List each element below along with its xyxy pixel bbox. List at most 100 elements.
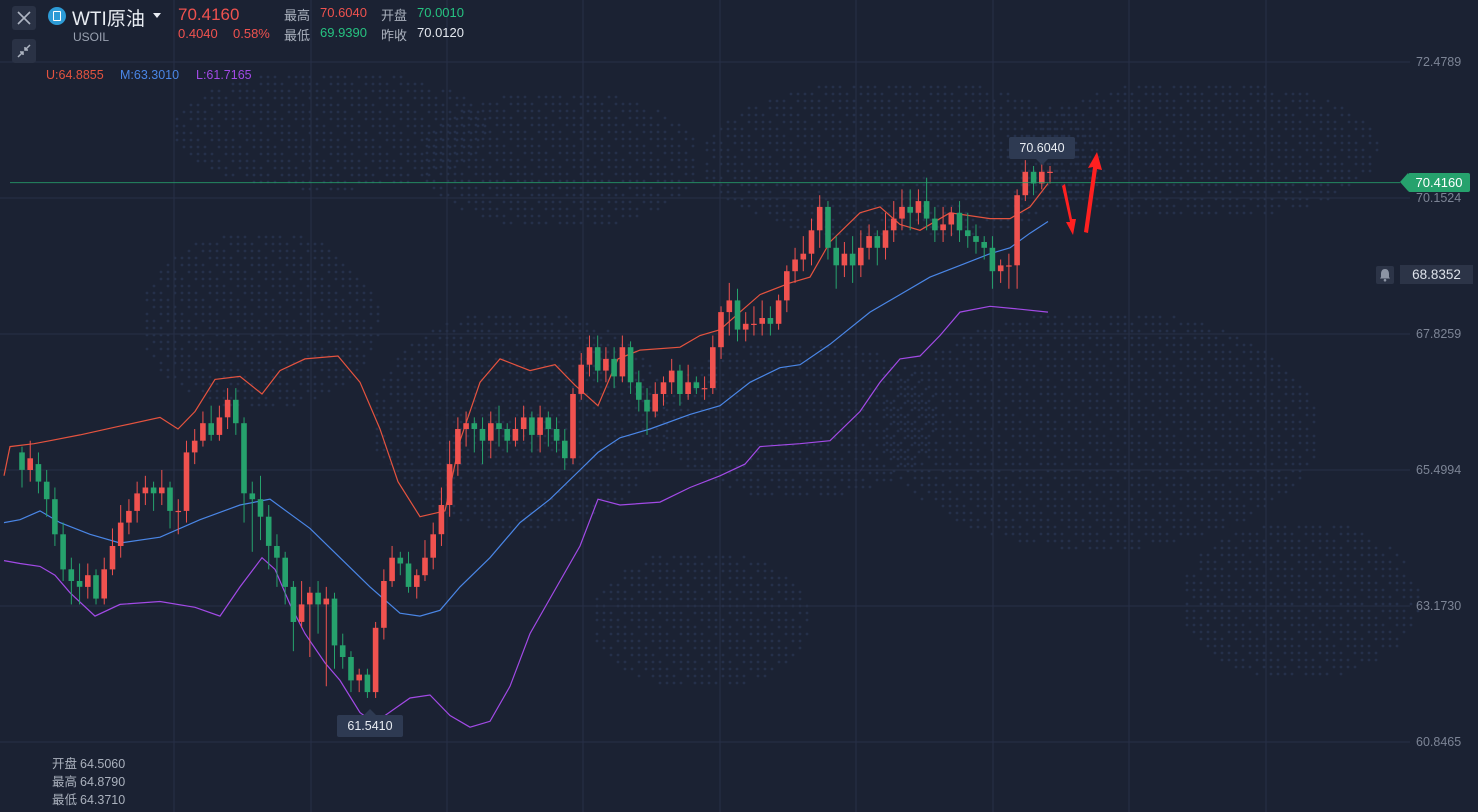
candle-body <box>1014 195 1020 266</box>
candle-body <box>742 323 749 330</box>
candle-body <box>1030 171 1037 184</box>
candle-body <box>718 312 724 348</box>
candle-body <box>841 253 848 266</box>
candle-body <box>290 586 297 622</box>
y-tick-label: 72.4789 <box>1416 55 1462 69</box>
candle-body <box>216 417 223 435</box>
candle-body <box>356 674 362 681</box>
ohlc-high-value: 64.8790 <box>80 775 126 789</box>
candle-body <box>265 516 272 546</box>
symbol-dropdown-icon[interactable] <box>153 13 161 18</box>
ohlc-open-value: 64.5060 <box>80 757 126 771</box>
alert-price-tag[interactable]: 68.8352 <box>1400 265 1473 284</box>
last-price: 70.4160 <box>178 5 240 24</box>
y-tick-label: 70.1524 <box>1416 191 1462 205</box>
candle-body <box>68 569 75 581</box>
candle-body <box>298 604 305 622</box>
candle-body <box>627 347 634 383</box>
candle-body <box>1047 171 1053 173</box>
symbol-code: USOIL <box>73 30 110 44</box>
candle-body <box>792 259 798 272</box>
candle-body <box>965 230 971 237</box>
candle-body <box>726 300 733 313</box>
candle-body <box>126 510 132 523</box>
candle-body <box>43 481 50 500</box>
candle-body <box>307 592 313 605</box>
candle-body <box>981 242 987 248</box>
candle-body <box>611 358 617 377</box>
candle-body <box>660 382 667 394</box>
candle-body <box>734 300 741 330</box>
candle-body <box>463 423 469 429</box>
candle-body <box>899 206 905 219</box>
y-tick-label: 63.1730 <box>1416 599 1462 613</box>
candle-body <box>233 399 239 424</box>
close-icon <box>17 11 31 25</box>
candle-body <box>175 510 182 513</box>
candle-body <box>455 429 461 465</box>
close-button[interactable] <box>12 6 36 30</box>
annotation-arrow-up <box>1084 152 1102 233</box>
candle-body <box>874 236 881 248</box>
candle-body <box>109 546 116 570</box>
candle-body <box>775 300 782 324</box>
candle-body <box>397 557 404 564</box>
candle-body <box>570 394 576 459</box>
candle-body <box>603 358 609 371</box>
candle-body <box>529 417 535 435</box>
candle-body <box>142 487 149 494</box>
candle-body <box>389 557 395 582</box>
candle-body <box>496 423 502 429</box>
low-label: 最低 <box>284 28 311 43</box>
candle-body <box>257 499 264 517</box>
candle-body <box>438 505 445 535</box>
annotation-arrow-down <box>1062 184 1076 235</box>
high-price-callout: 70.6040 <box>1009 137 1075 159</box>
candle-body <box>1039 171 1045 184</box>
symbol-name[interactable]: WTI原油 <box>72 9 145 30</box>
background-map-texture <box>145 75 1420 685</box>
high-value: 70.6040 <box>320 5 367 20</box>
candle-body <box>866 236 872 248</box>
candle-body <box>274 546 280 558</box>
candle-body <box>915 201 922 213</box>
candle-body <box>751 323 757 325</box>
candle-body <box>323 598 330 605</box>
candle-body <box>701 388 708 390</box>
candle-body <box>619 347 626 377</box>
y-tick-label: 67.8259 <box>1416 327 1462 341</box>
candle-body <box>339 645 346 657</box>
price-change: 0.4040 <box>178 26 218 41</box>
candle-body <box>200 423 206 441</box>
candle-body <box>76 581 83 587</box>
candle-body <box>767 318 774 324</box>
candle-body <box>35 464 42 482</box>
candle-body <box>907 206 913 213</box>
bell-icon[interactable] <box>1376 266 1394 284</box>
high-callout-pointer <box>1036 159 1048 165</box>
ohlc-open-label: 开盘 <box>52 757 78 771</box>
ohlc-low-row: 最低 64.3710 <box>52 789 125 808</box>
candle-body <box>537 417 543 435</box>
candle-body <box>183 452 190 511</box>
low-callout-pointer <box>364 709 376 715</box>
candle-body <box>191 440 198 453</box>
candle-body <box>331 598 338 646</box>
legend-lower-band: L:61.7165 <box>196 68 252 82</box>
candle-body <box>594 347 601 371</box>
collapse-button[interactable] <box>12 39 36 63</box>
candle-body <box>446 464 453 505</box>
price-change-pct: 0.58% <box>233 26 270 41</box>
candle-body <box>800 253 807 260</box>
candle-body <box>150 487 157 494</box>
candle-body <box>890 218 897 231</box>
candle-body <box>60 534 66 570</box>
collapse-arrows-icon <box>17 44 31 58</box>
candle-body <box>520 417 527 430</box>
candle-body <box>644 399 650 412</box>
candle-body <box>923 201 930 219</box>
candle-body <box>52 499 58 535</box>
candle-body <box>685 382 691 394</box>
candle-body <box>430 534 436 558</box>
